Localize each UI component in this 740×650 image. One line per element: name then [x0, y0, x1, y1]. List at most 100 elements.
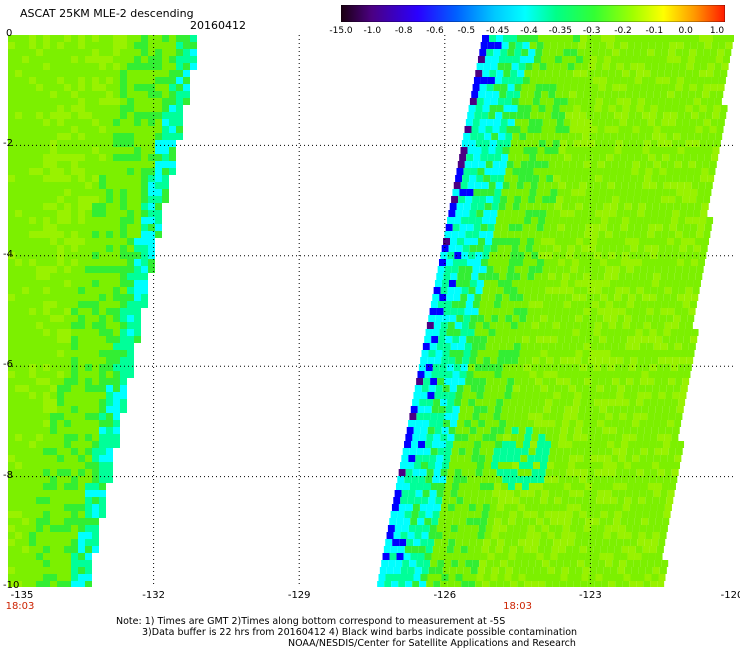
swath-pixel [629, 322, 637, 329]
swath-pixel [580, 469, 588, 476]
swath-pixel [594, 70, 602, 77]
swath-pixel [36, 525, 43, 532]
swath-pixel [92, 308, 99, 315]
swath-pixel [113, 364, 120, 371]
swath-pixel [43, 273, 50, 280]
swath-pixel [540, 56, 548, 63]
swath-pixel [524, 581, 532, 587]
swath-pixel [526, 385, 534, 392]
swath-pixel [490, 357, 498, 364]
swath-pixel [43, 98, 50, 105]
swath-pixel [155, 189, 162, 196]
swath-pixel [127, 259, 134, 266]
swath-pixel [719, 112, 727, 119]
swath-pixel [450, 420, 458, 427]
swath-pixel [50, 560, 57, 567]
swath-pixel [716, 91, 724, 98]
swath-pixel [627, 518, 635, 525]
swath-pixel [527, 343, 535, 350]
swath-pixel [495, 441, 503, 448]
swath-pixel [455, 427, 463, 434]
swath-pixel [658, 392, 666, 399]
swath-pixel [559, 287, 567, 294]
swath-pixel [8, 287, 15, 294]
swath-pixel [584, 231, 592, 238]
swath-pixel [36, 483, 43, 490]
swath-pixel [29, 154, 36, 161]
swath-pixel [685, 217, 693, 224]
swath-pixel [15, 42, 22, 49]
swath-pixel [467, 112, 475, 119]
swath-pixel [539, 539, 547, 546]
swath-pixel [631, 203, 639, 210]
swath-pixel [464, 343, 472, 350]
swath-pixel [615, 70, 623, 77]
swath-pixel [555, 308, 563, 315]
swath-pixel [498, 315, 506, 322]
swath-pixel [8, 294, 15, 301]
swath-pixel [64, 294, 71, 301]
swath-pixel [8, 70, 15, 77]
swath-pixel [524, 252, 532, 259]
swath-pixel [537, 112, 545, 119]
swath-pixel [557, 154, 565, 161]
swath-pixel [85, 476, 92, 483]
swath-pixel [573, 105, 581, 112]
swath-pixel [409, 448, 417, 455]
swath-pixel [176, 112, 183, 119]
swath-pixel [99, 280, 106, 287]
swath-pixel [675, 231, 683, 238]
swath-pixel [50, 140, 57, 147]
swath-pixel [442, 385, 450, 392]
swath-pixel [536, 189, 544, 196]
swath-pixel [604, 126, 612, 133]
swath-pixel [50, 406, 57, 413]
swath-pixel [50, 154, 57, 161]
swath-pixel [416, 560, 424, 567]
swath-pixel [500, 231, 508, 238]
swath-pixel [64, 350, 71, 357]
swath-pixel [473, 336, 481, 343]
swath-pixel [85, 35, 92, 42]
swath-pixel [664, 434, 672, 441]
swath-pixel [701, 133, 709, 140]
swath-pixel [540, 567, 548, 574]
swath-pixel [617, 203, 625, 210]
swath-pixel [666, 315, 674, 322]
swath-pixel [479, 196, 487, 203]
swath-pixel [611, 308, 619, 315]
swath-pixel [574, 210, 582, 217]
swath-pixel [518, 574, 526, 581]
swath-pixel [481, 112, 489, 119]
swath-pixel [570, 448, 578, 455]
swath-pixel [78, 147, 85, 154]
swath-pixel [690, 224, 698, 231]
swath-pixel [582, 168, 590, 175]
swath-pixel [405, 504, 413, 511]
swath-pixel [15, 434, 22, 441]
swath-pixel [438, 371, 446, 378]
swath-pixel [669, 371, 677, 378]
swath-pixel [467, 476, 475, 483]
swath-pixel [674, 420, 682, 427]
swath-pixel [506, 420, 514, 427]
swath-pixel [637, 63, 645, 70]
swath-pixel [481, 294, 489, 301]
swath-pixel [8, 231, 15, 238]
swath-pixel [650, 322, 658, 329]
swath-pixel [462, 427, 470, 434]
swath-pixel [483, 539, 491, 546]
swath-pixel [550, 553, 558, 560]
swath-pixel [542, 413, 550, 420]
swath-pixel [677, 364, 685, 371]
swath-pixel [661, 448, 669, 455]
swath-pixel [623, 210, 631, 217]
swath-pixel [71, 364, 78, 371]
swath-pixel [552, 105, 560, 112]
swath-pixel [652, 567, 660, 574]
swath-pixel [514, 84, 522, 91]
swath-pixel [8, 119, 15, 126]
swath-pixel [64, 490, 71, 497]
swath-pixel [8, 308, 15, 315]
swath-pixel [530, 546, 538, 553]
